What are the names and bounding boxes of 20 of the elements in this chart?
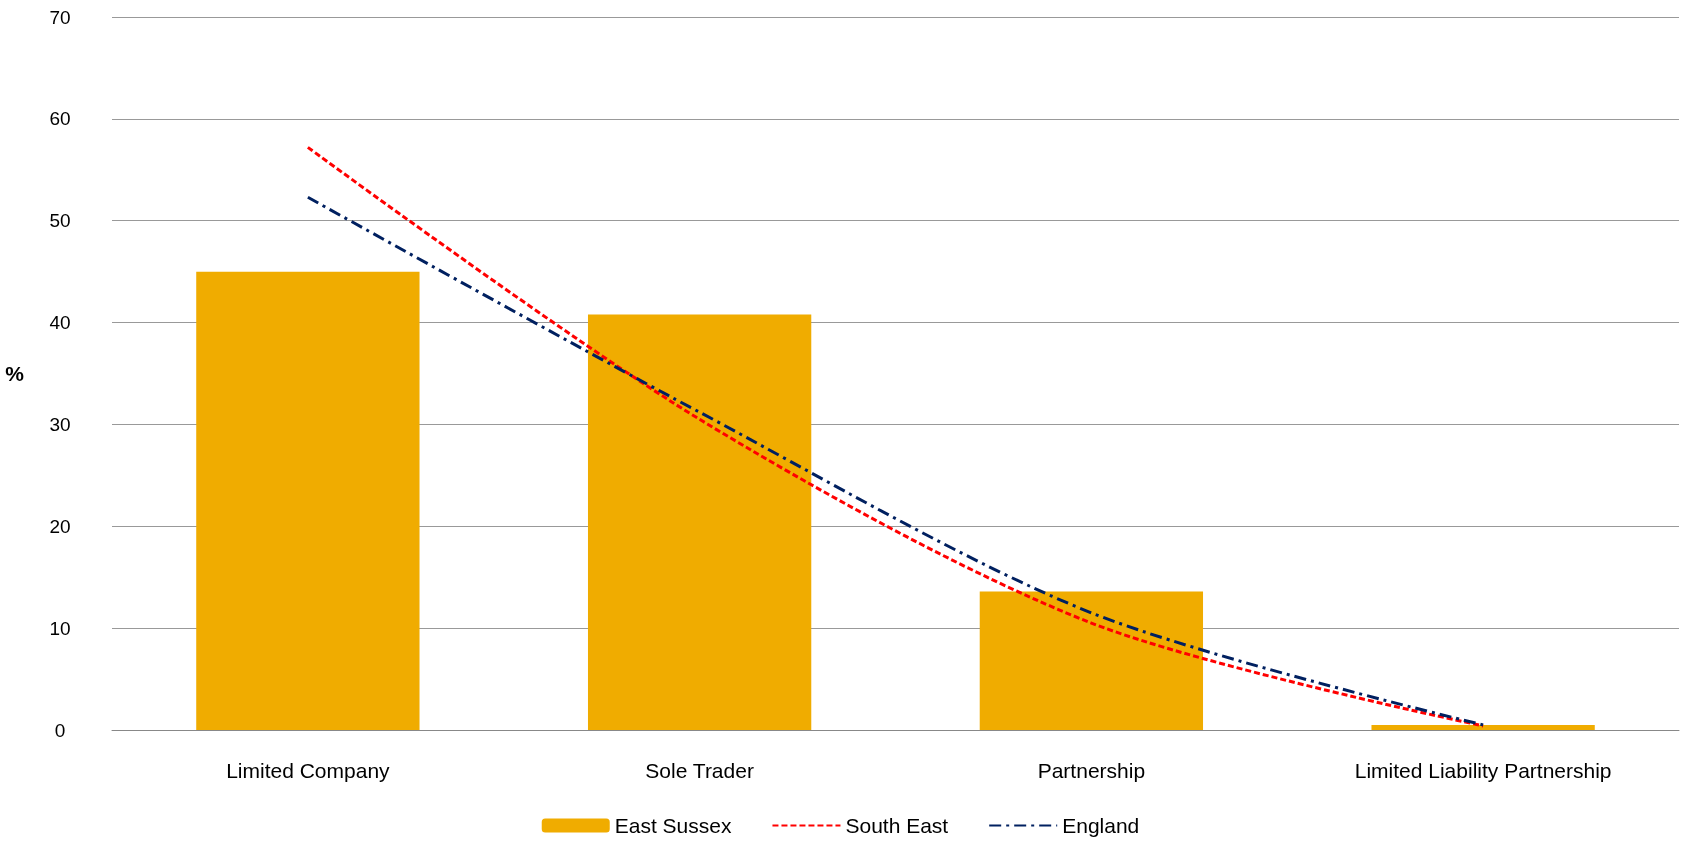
legend-label: South East — [845, 814, 949, 837]
y-tick-label: 20 — [49, 515, 71, 537]
x-tick-label: Partnership — [1037, 759, 1146, 782]
legend-label: East Sussex — [614, 814, 732, 837]
y-tick-label: 10 — [49, 617, 71, 639]
y-tick-label: 70 — [49, 6, 71, 28]
x-tick-label: Sole Trader — [645, 759, 754, 782]
bar — [1371, 724, 1595, 730]
y-tick-label: 30 — [49, 413, 71, 435]
y-tick-label: 50 — [49, 210, 71, 232]
x-tick-label: Limited Liability Partnership — [1354, 759, 1612, 782]
y-tick-label: 0 — [54, 719, 66, 741]
x-tick-label: Limited Company — [226, 759, 391, 782]
bar — [587, 314, 812, 730]
bar — [196, 271, 420, 730]
bar — [979, 591, 1204, 730]
y-tick-label: 60 — [49, 108, 71, 130]
y-axis-title: % — [5, 362, 25, 385]
y-tick-label: 40 — [49, 312, 71, 334]
legend-label: England — [1062, 814, 1140, 837]
